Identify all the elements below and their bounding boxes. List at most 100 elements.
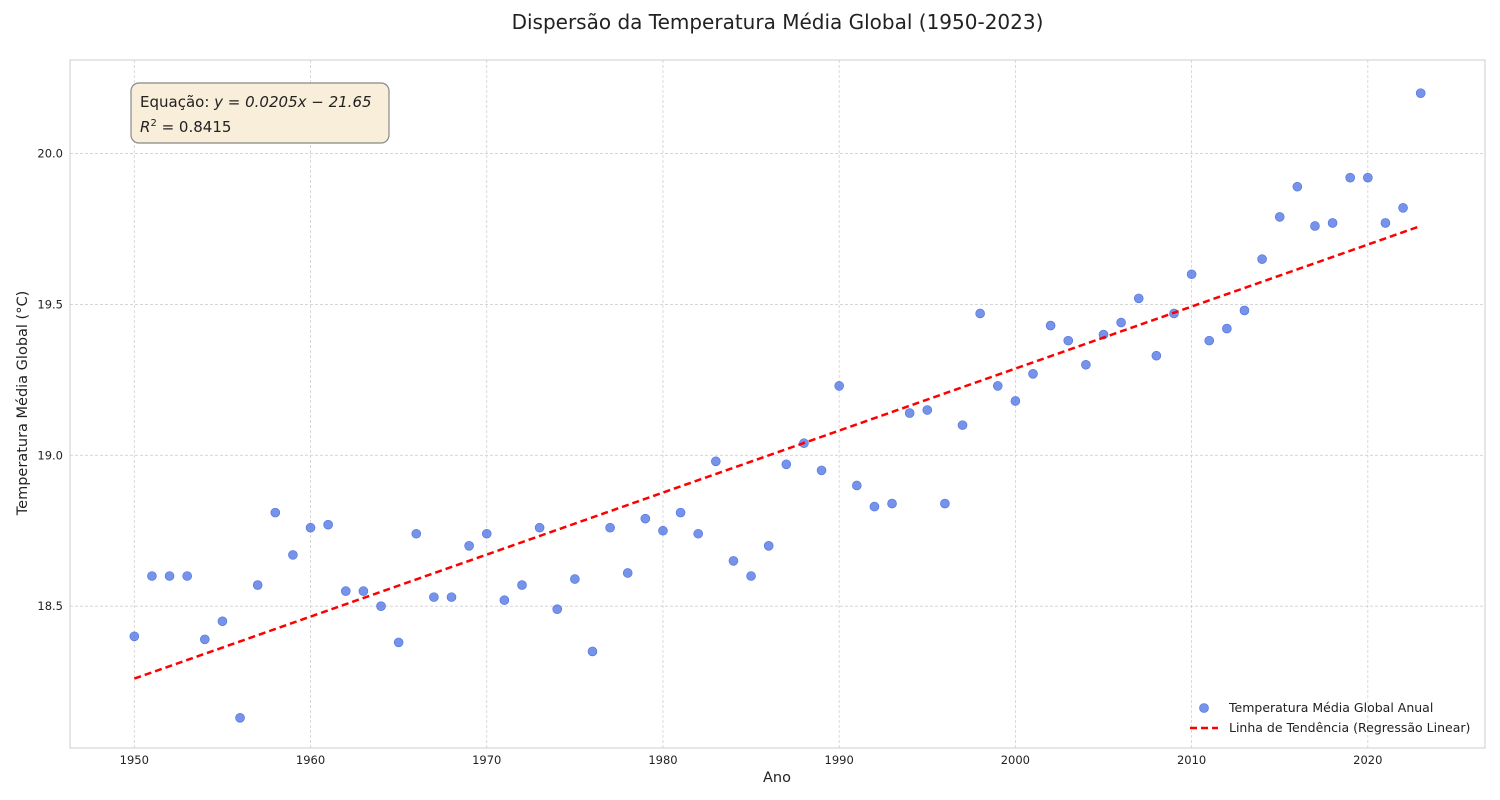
data-point: [411, 528, 422, 539]
data-point: [305, 522, 316, 533]
y-tick-label: 19.5: [37, 297, 63, 311]
data-point: [587, 646, 598, 657]
r-squared-line: R2 = 0.8415: [140, 118, 231, 136]
data-point: [1345, 172, 1355, 183]
data-point: [1116, 317, 1126, 328]
data-point: [992, 381, 1003, 391]
data-point: [834, 381, 844, 391]
data-point: [605, 522, 615, 533]
legend-label-scatter: Temperatura Média Global Anual: [1228, 700, 1433, 715]
data-point: [1028, 369, 1038, 379]
data-point: [781, 459, 792, 470]
data-point: [1239, 305, 1250, 316]
data-point: [1380, 218, 1391, 228]
data-point: [851, 480, 862, 491]
data-point: [1363, 172, 1373, 183]
data-point: [552, 604, 563, 614]
data-point: [711, 456, 721, 467]
data-point: [975, 308, 985, 319]
data-point: [393, 637, 404, 648]
data-point: [746, 571, 756, 581]
data-point: [446, 592, 457, 602]
x-tick-label: 2010: [1177, 753, 1206, 767]
data-point: [957, 420, 968, 430]
data-point: [235, 713, 245, 723]
x-tick-label: 2000: [1001, 753, 1030, 767]
data-point: [869, 501, 880, 512]
x-axis-ticks: 1950 1960 1970 1980 1990 2000 2010 2020: [120, 753, 1383, 767]
data-point: [640, 513, 651, 524]
data-point: [1327, 218, 1338, 228]
data-point: [922, 405, 933, 415]
x-tick-label: 1960: [296, 753, 325, 767]
r-squared-exponent: 2: [150, 118, 156, 129]
data-point: [728, 556, 739, 566]
grid-lines: [70, 60, 1485, 748]
data-point: [517, 580, 527, 590]
y-tick-label: 19.0: [37, 448, 63, 462]
data-point: [270, 507, 281, 518]
x-tick-label: 1970: [472, 753, 501, 767]
x-tick-label: 1980: [648, 753, 677, 767]
trend-line-group: [133, 224, 1422, 680]
data-point: [358, 586, 369, 596]
x-tick-label: 1990: [825, 753, 854, 767]
data-point: [499, 595, 510, 605]
data-point: [1151, 350, 1162, 361]
data-point: [693, 528, 704, 539]
legend-label-trend: Linha de Tendência (Regressão Linear): [1229, 720, 1470, 735]
equation-prefix: Equação:: [140, 93, 214, 111]
x-tick-label: 2020: [1353, 753, 1382, 767]
data-point: [164, 571, 175, 581]
data-point: [940, 498, 950, 509]
data-point: [622, 568, 633, 578]
r-squared-symbol: R: [140, 118, 150, 136]
data-point: [1415, 88, 1426, 98]
data-point: [1063, 335, 1074, 346]
y-axis-ticks: 18.5 19.0 19.5 20.0: [37, 147, 63, 614]
data-point: [904, 408, 915, 418]
data-point: [1398, 203, 1408, 213]
data-point: [217, 616, 228, 627]
y-tick-label: 18.5: [37, 599, 63, 613]
data-point: [570, 574, 580, 584]
data-point: [288, 550, 298, 560]
data-point: [1081, 359, 1091, 370]
data-point: [675, 507, 686, 518]
legend: Temperatura Média Global Anual Linha de …: [1190, 700, 1470, 735]
chart-title: Dispersão da Temperatura Média Global (1…: [511, 10, 1044, 34]
legend-marker-scatter: [1199, 703, 1209, 713]
equation-line: Equação: y = 0.0205x − 21.65: [140, 93, 372, 111]
data-point: [340, 586, 351, 596]
data-point: [1010, 396, 1021, 406]
trend-line: [133, 224, 1422, 680]
x-axis-label: Ano: [763, 770, 791, 786]
plot-area: [69, 59, 1486, 749]
data-point: [129, 631, 140, 642]
data-point: [1045, 320, 1056, 331]
data-point: [376, 601, 386, 611]
data-point: [1133, 293, 1144, 304]
data-point: [481, 528, 492, 539]
data-point: [323, 519, 333, 530]
data-point: [200, 634, 210, 645]
data-point: [147, 571, 157, 581]
data-point: [763, 541, 774, 551]
data-point: [1292, 181, 1303, 192]
data-point: [887, 498, 897, 509]
equation-box: [130, 82, 390, 144]
equation-math: y = 0.0205x − 21.65: [213, 93, 371, 111]
data-point: [534, 522, 545, 533]
data-point: [1257, 254, 1267, 264]
data-point: [658, 525, 668, 536]
x-tick-label: 1950: [120, 753, 149, 767]
scatter-points: [129, 88, 1426, 723]
data-point: [1186, 269, 1197, 280]
data-point: [1310, 221, 1320, 231]
y-axis-label: Temperatura Média Global (°C): [15, 291, 31, 516]
data-point: [1274, 212, 1285, 222]
data-point: [429, 592, 439, 602]
data-point: [1204, 335, 1215, 346]
y-tick-label: 20.0: [37, 147, 63, 161]
